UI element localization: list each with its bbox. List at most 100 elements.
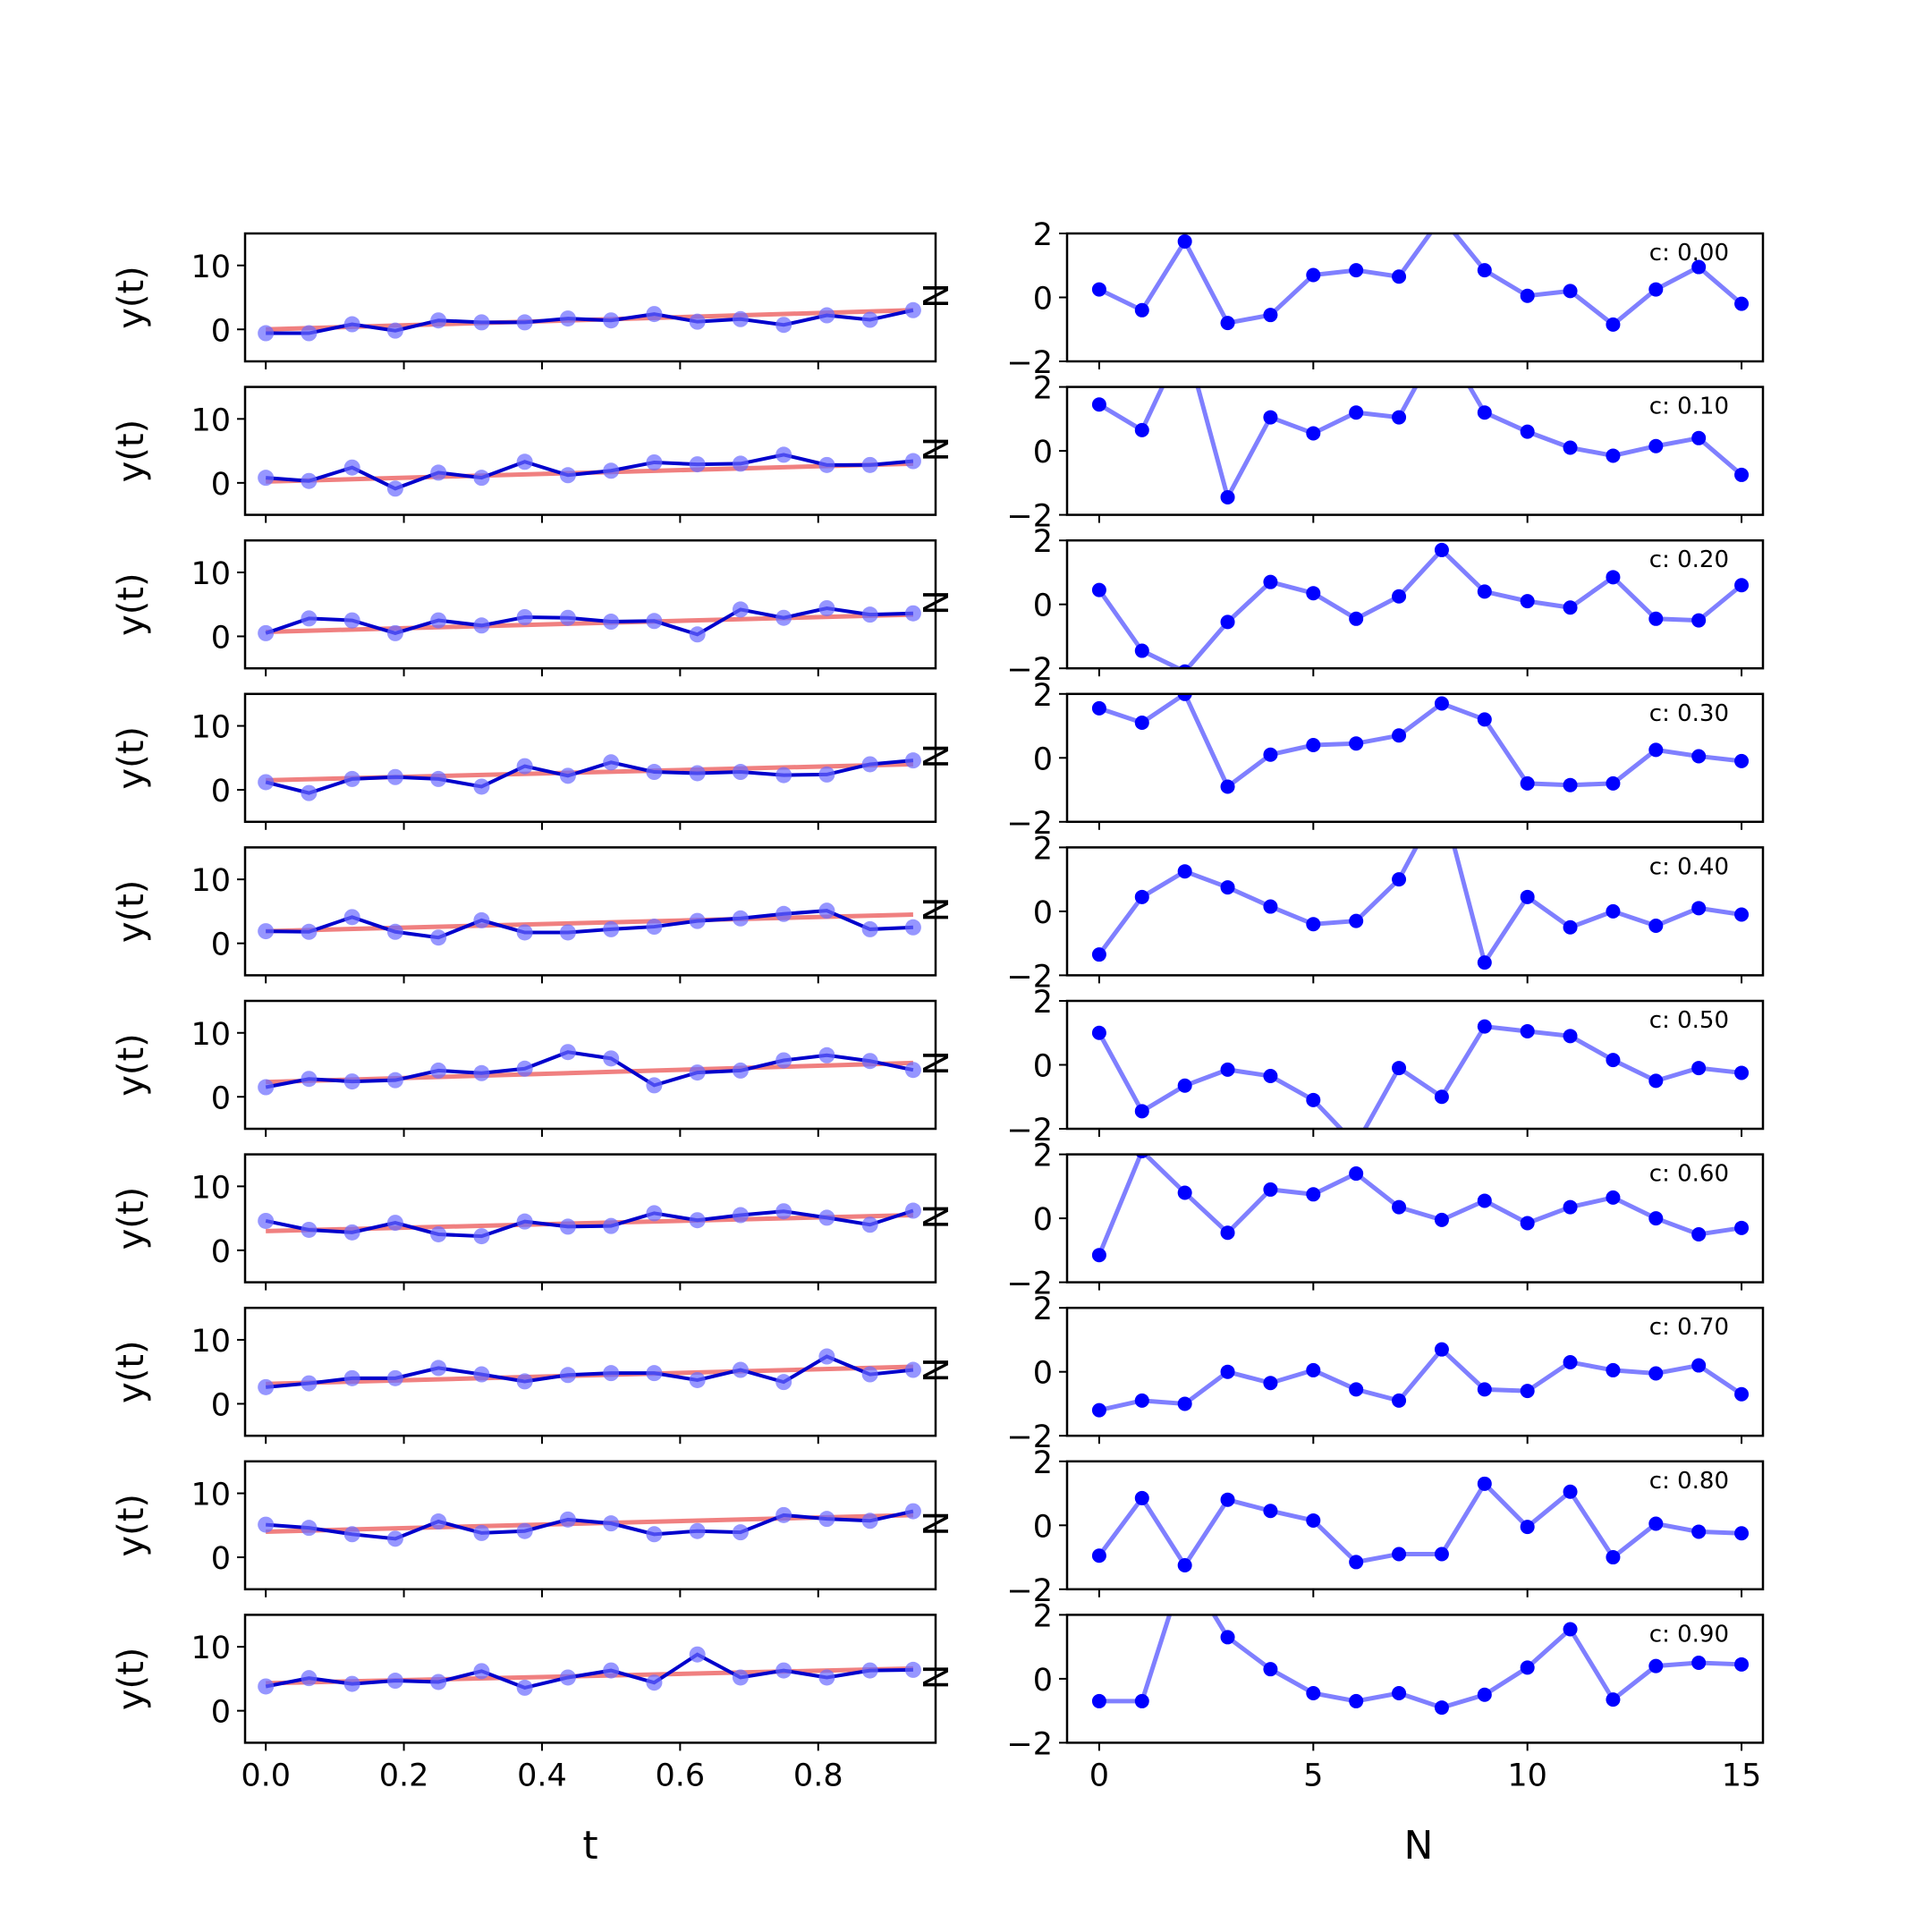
- data-point: [1306, 1685, 1321, 1700]
- data-point: [516, 1522, 533, 1539]
- data-point: [1392, 872, 1407, 887]
- axes-frame: [1065, 1614, 1765, 1744]
- data-point: [1648, 1366, 1664, 1381]
- data-point: [301, 1670, 318, 1687]
- data-point: [861, 1216, 878, 1233]
- data-point: [430, 464, 447, 481]
- y-tick-label: 2: [1033, 831, 1053, 867]
- data-point: [258, 624, 275, 641]
- right-panel-3: −2 0 2 c: 0.30: [1006, 678, 1765, 842]
- left-x-axis-label: t: [582, 1823, 597, 1868]
- panel-annotation: c: 0.50: [1649, 1007, 1729, 1034]
- data-point: [516, 1373, 533, 1390]
- data-point: [1477, 955, 1492, 970]
- series-line: [266, 453, 914, 491]
- plot-area: [258, 1503, 921, 1547]
- data-point: [603, 1515, 620, 1532]
- data-point: [904, 605, 921, 622]
- data-point: [516, 924, 533, 941]
- data-point: [386, 624, 403, 641]
- data-point: [430, 1513, 447, 1530]
- data-point: [473, 617, 490, 634]
- plot-area: [258, 752, 921, 801]
- data-point: [301, 784, 318, 801]
- panel-annotation: c: 0.10: [1649, 394, 1729, 420]
- data-point: [1606, 1053, 1621, 1068]
- data-point: [689, 456, 706, 473]
- data-point: [1734, 578, 1750, 593]
- left-y-axis-label: y(t): [111, 1187, 152, 1250]
- data-point: [775, 1662, 792, 1679]
- data-point: [1220, 1225, 1235, 1241]
- data-point: [1691, 259, 1707, 275]
- data-point: [1563, 1354, 1578, 1369]
- data-point: [1434, 1342, 1449, 1357]
- data-point: [1091, 1402, 1106, 1418]
- data-point: [861, 1366, 878, 1383]
- data-point: [1520, 1660, 1535, 1675]
- right-panel-2: −2 0 2 c: 0.20: [1006, 524, 1765, 688]
- series-line: [1097, 1023, 1742, 1129]
- data-point: [1648, 282, 1664, 297]
- data-point: [258, 1678, 275, 1695]
- y-tick-label: 0: [1033, 1509, 1053, 1545]
- data-point: [1734, 1065, 1750, 1080]
- y-tick-label: −2: [1006, 1113, 1053, 1148]
- data-point: [559, 310, 576, 327]
- data-point: [343, 770, 360, 787]
- data-point: [1691, 613, 1707, 628]
- data-point: [516, 609, 533, 625]
- data-point: [1091, 1248, 1106, 1263]
- data-point: [301, 1520, 318, 1537]
- data-point: [1263, 747, 1278, 762]
- y-tick-label: 2: [1033, 371, 1053, 407]
- data-point: [1392, 1199, 1407, 1215]
- data-point: [1134, 1490, 1149, 1505]
- data-point: [343, 316, 360, 333]
- data-point: [732, 601, 749, 618]
- y-tick-label: 0: [1033, 1202, 1053, 1238]
- left-y-axis-label: y(t): [111, 880, 152, 944]
- data-point: [1306, 1092, 1321, 1107]
- data-point: [1220, 614, 1235, 630]
- data-point: [1091, 1025, 1106, 1040]
- data-point: [1263, 1662, 1278, 1677]
- data-point: [559, 767, 576, 784]
- data-point: [1606, 903, 1621, 919]
- data-point: [1606, 448, 1621, 463]
- data-point: [1220, 316, 1235, 331]
- data-point: [689, 912, 706, 929]
- left-y-axis-label: y(t): [111, 1340, 152, 1403]
- data-point: [646, 453, 663, 470]
- axes-frame: [1065, 1460, 1765, 1591]
- series-line: [265, 606, 913, 637]
- data-point: [1520, 1023, 1535, 1038]
- plot-area: [258, 446, 921, 497]
- data-point: [1563, 600, 1578, 615]
- data-point: [1434, 1546, 1449, 1562]
- data-point: [1648, 1073, 1664, 1089]
- data-point: [689, 626, 706, 643]
- data-point: [1477, 1476, 1492, 1491]
- panel-annotation: c: 0.20: [1649, 547, 1729, 573]
- series-line: [265, 1208, 914, 1239]
- y-tick-label: 0: [1033, 282, 1053, 318]
- y-tick-label: 2: [1033, 678, 1053, 714]
- data-point: [473, 1366, 490, 1383]
- y-tick-label: −2: [1006, 1267, 1053, 1302]
- data-point: [1520, 1520, 1535, 1535]
- data-point: [1177, 693, 1192, 701]
- data-point: [559, 1367, 576, 1384]
- data-point: [1477, 263, 1492, 278]
- x-tick-label: 0: [1089, 1758, 1109, 1793]
- data-point: [559, 1218, 576, 1235]
- data-point: [516, 453, 533, 470]
- left-y-axis-label: y(t): [111, 1648, 152, 1711]
- axes-frame: [243, 1460, 937, 1591]
- data-point: [1563, 1484, 1578, 1499]
- data-point: [1220, 1492, 1235, 1507]
